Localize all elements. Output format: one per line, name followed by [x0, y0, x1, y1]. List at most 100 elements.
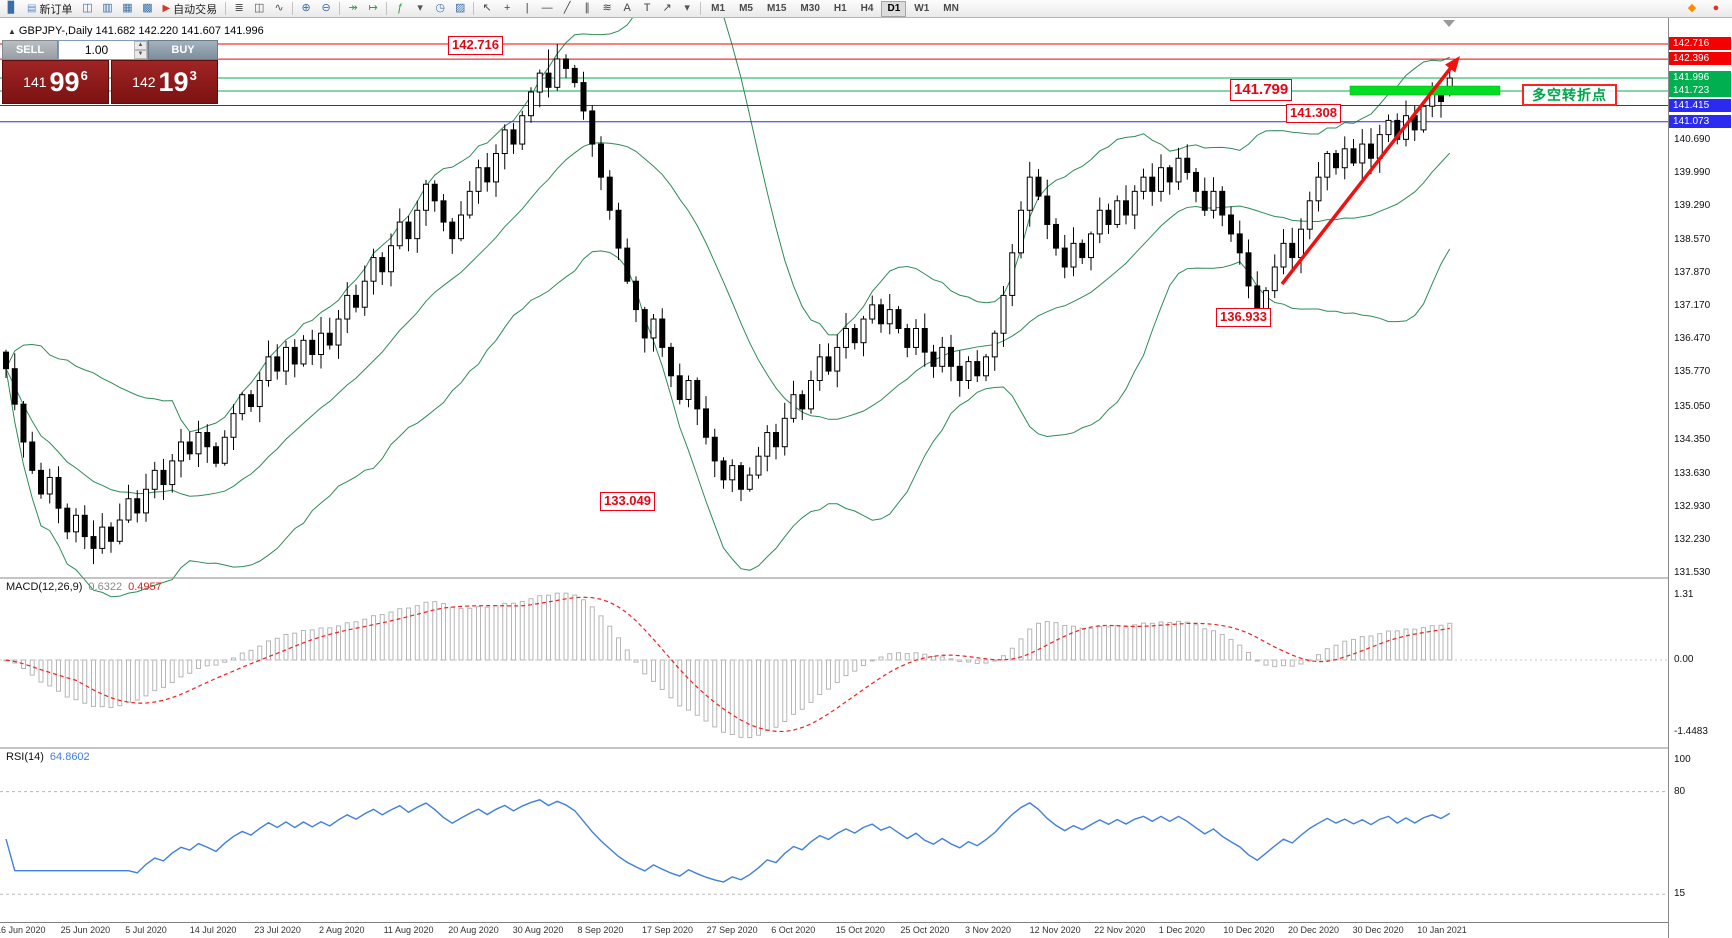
candlestick-chart-icon[interactable]: ◫ — [253, 2, 265, 14]
macd-name: MACD(12,26,9) — [6, 581, 83, 593]
auto-scroll-icon[interactable]: ↠ — [348, 2, 358, 14]
templates-icon[interactable]: ▨ — [454, 2, 466, 14]
candlestick-series — [3, 44, 1453, 565]
volume-up-button[interactable]: ▲ — [134, 41, 147, 50]
zoom-in-icon[interactable]: ⊕ — [301, 2, 311, 14]
timeframe-button-m15[interactable]: M15 — [766, 2, 787, 14]
date-axis-label: 27 Sep 2020 — [706, 925, 758, 935]
timeframe-button-w1[interactable]: W1 — [914, 2, 930, 14]
price-callout-141-308: 141.308 — [1286, 104, 1341, 123]
sell-button[interactable]: SELL — [2, 40, 58, 60]
macd-signal-value: 0.4957 — [128, 581, 162, 593]
date-axis-label: 15 Oct 2020 — [835, 925, 885, 935]
bid-price-display[interactable]: 141 99 6 — [2, 60, 109, 104]
price-axis-tag: 142.396 — [1669, 52, 1731, 66]
horizontal-line-icon[interactable]: — — [541, 2, 553, 14]
timeframe-button-m1[interactable]: M1 — [711, 2, 726, 14]
community-icon[interactable]: ◆ — [1687, 2, 1697, 14]
macd-axis-label: -1.4483 — [1674, 726, 1708, 738]
periods-icon[interactable]: ◷ — [435, 2, 445, 14]
price-axis-label: 135.050 — [1674, 400, 1711, 412]
auto-trading-button-label: 自动交易 — [173, 3, 218, 16]
timeframe-button-m30[interactable]: M30 — [800, 2, 820, 14]
toolbar-separator — [386, 2, 388, 15]
date-axis-label: 23 Jul 2020 — [254, 925, 301, 935]
new-order-button-label: 新订单 — [39, 3, 73, 16]
charts-grid-icon[interactable]: ◫ — [82, 2, 93, 14]
trend-arrow[interactable] — [1280, 56, 1460, 286]
price-axis-label: 138.570 — [1674, 234, 1711, 246]
price-axis-tag: 141.415 — [1669, 98, 1731, 112]
channel-icon[interactable]: ∥ — [584, 2, 590, 14]
date-axis[interactable]: 16 Jun 2020 25 Jun 2020 5 Jul 2020 14 Jul 2… — [0, 922, 1668, 938]
chart-icon[interactable]: ▊ — [7, 2, 17, 14]
auto-trading-button[interactable]: ▶ 自动交易 — [157, 1, 222, 16]
date-axis-label: 5 Jul 2020 — [125, 925, 167, 935]
timeframe-button-d1[interactable]: D1 — [881, 0, 907, 17]
toolbar-separator — [700, 2, 702, 15]
rsi-value: 64.8602 — [49, 751, 90, 763]
toolbar-separator — [339, 2, 341, 15]
zoom-out-icon[interactable]: ⊖ — [321, 2, 331, 14]
rsi-panel-content — [0, 791, 1668, 895]
navigator-icon[interactable]: ▩ — [142, 2, 153, 14]
label-tool-icon[interactable]: T — [643, 2, 651, 14]
date-axis-label: 14 Jul 2020 — [189, 925, 237, 935]
timeframe-button-m5[interactable]: M5 — [739, 2, 753, 14]
date-axis-label: 2 Aug 2020 — [319, 925, 365, 935]
price-axis-label: 137.170 — [1674, 300, 1711, 312]
alert-icon[interactable]: ● — [1712, 2, 1720, 14]
vertical-line-icon[interactable]: | — [525, 2, 529, 14]
price-axis-label: 132.930 — [1674, 500, 1711, 512]
volume-input[interactable] — [59, 41, 134, 59]
bar-chart-icon[interactable]: ≣ — [234, 2, 244, 14]
chart-shift-icon[interactable]: ↦ — [368, 2, 378, 14]
buy-button[interactable]: BUY — [148, 40, 218, 60]
fibonacci-icon[interactable]: ≋ — [602, 2, 612, 14]
date-axis-label: 20 Aug 2020 — [448, 925, 499, 935]
volume-down-button[interactable]: ▼ — [134, 50, 147, 59]
collapse-triangle-icon[interactable]: ▲ — [8, 27, 16, 36]
date-axis-label: 12 Nov 2020 — [1029, 925, 1081, 935]
text-tool-icon[interactable]: A — [623, 2, 631, 14]
trendline-icon[interactable]: ╱ — [563, 2, 571, 14]
timeframe-button-h1[interactable]: H1 — [833, 2, 847, 14]
price-axis-label: 139.990 — [1674, 166, 1711, 178]
profile-icon[interactable]: ▥ — [102, 2, 113, 14]
chart-canvas[interactable] — [0, 18, 1668, 922]
price-axis[interactable]: 140.690 139.990 139.290 138.570 137.870 137.1… — [1668, 18, 1732, 938]
crosshair-icon[interactable]: + — [503, 2, 511, 14]
line-chart-icon[interactable]: ∿ — [274, 2, 284, 14]
auto-trading-button-icon: ▶ — [162, 3, 171, 14]
timeframe-button-mn[interactable]: MN — [943, 2, 959, 14]
date-axis-label: 20 Dec 2020 — [1288, 925, 1340, 935]
new-order-button[interactable]: ▤ 新订单 — [22, 1, 77, 16]
macd-indicator-label: MACD(12,26,9) 0.6322 0.4957 — [6, 581, 162, 593]
macd-axis-label: 1.31 — [1674, 588, 1694, 600]
chart-shift-marker[interactable] — [1443, 20, 1455, 27]
rsi-line — [5, 799, 1451, 883]
rsi-name: RSI(14) — [6, 751, 44, 763]
macd-axis-label: 0.00 — [1674, 654, 1694, 665]
ask-big: 19 — [158, 66, 189, 97]
arrow-dropdown-icon[interactable]: ▾ — [684, 2, 690, 14]
volume-box: ▲ ▼ — [58, 40, 148, 60]
timeframe-button-h4[interactable]: H4 — [860, 2, 874, 14]
date-axis-label: 10 Jan 2021 — [1417, 925, 1467, 935]
support-zone-bar[interactable] — [1349, 85, 1501, 96]
arrow-tool-icon[interactable]: ↗ — [662, 2, 672, 14]
market-watch-icon[interactable]: ▦ — [122, 2, 133, 14]
date-axis-label: 8 Sep 2020 — [577, 925, 624, 935]
ask-prefix: 142 — [132, 74, 156, 90]
indicators-dropdown-icon[interactable]: ▾ — [417, 2, 423, 14]
bid-sup: 6 — [80, 67, 88, 83]
chart-ohlc-header: ▲ GBPJPY-,Daily 141.682 142.220 141.607 1… — [8, 25, 264, 37]
new-order-button-icon: ▤ — [27, 3, 37, 14]
macd-histogram — [0, 592, 1668, 739]
bid-prefix: 141 — [23, 74, 47, 90]
indicators-icon[interactable]: ƒ — [397, 2, 404, 14]
price-callout-133-049: 133.049 — [600, 492, 655, 511]
toolbar-separator — [292, 2, 294, 15]
cursor-icon[interactable]: ↖ — [482, 2, 492, 14]
ask-price-display[interactable]: 142 19 3 — [111, 60, 218, 104]
